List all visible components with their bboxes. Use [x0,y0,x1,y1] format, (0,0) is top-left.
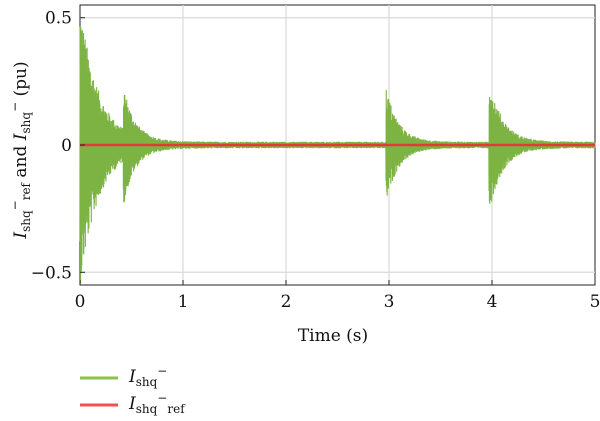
x-tick-label: 3 [384,292,395,312]
y-tick-label: −0.5 [31,263,72,283]
legend-label-ishq: Ishq− [128,364,167,389]
y-tick-label: 0.5 [45,9,72,29]
legend: Ishq− Ishq−ref [80,364,186,416]
y-tick-label: 0 [61,136,72,156]
y-axis-label: Ishq−ref and Ishq− (pu) [8,61,33,239]
ticks: 0 1 2 3 4 5−0.500.5 [31,9,600,312]
x-tick-label: 2 [281,292,292,312]
svg-text:Ishq−ref and Ishq− (pu): Ishq−ref and Ishq− (pu) [8,61,33,239]
series-ishq-line [79,26,596,284]
x-tick-label: 0 [75,292,86,312]
x-tick-label: 1 [178,292,189,312]
legend-label-ishq-ref: Ishq−ref [128,391,186,416]
x-tick-label: 5 [590,292,600,312]
x-tick-label: 4 [487,292,498,312]
series-layer [79,26,596,284]
x-axis-label: Time (s) [298,326,368,346]
